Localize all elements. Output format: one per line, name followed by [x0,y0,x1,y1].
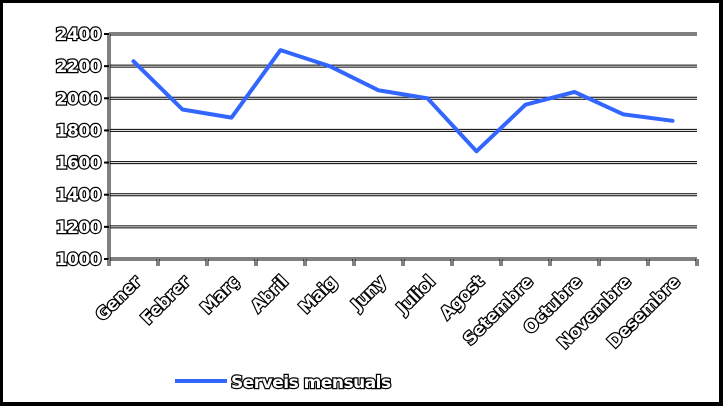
legend: Serveis mensuals [175,373,391,393]
legend-label-0: Serveis mensuals [231,373,391,393]
line-chart: 1000 1200 1400 1600 1800 2000 2200 2400 GenerFe… [3,3,723,409]
x-tick-label-3: Abril [248,272,292,316]
y-tick-label-2000: 2000 [56,89,102,109]
y-tick-label-1600: 1600 [56,154,102,174]
y-axis-tick-labels: 1000 1200 1400 1600 1800 2000 2200 2400 [56,25,102,270]
x-tick-label-2: Març [197,272,243,318]
gridlines [109,34,697,259]
x-tick-label-5: Juny [347,272,390,315]
y-tick-label-2200: 2200 [56,57,102,77]
x-tick-label-6: Juliol [393,272,439,318]
y-tick-label-2400: 2400 [56,25,102,45]
x-tick-label-4: Maig [296,272,342,318]
x-tick-label-0: Gener [92,272,146,326]
y-tick-label-1000: 1000 [56,250,102,270]
x-tick-label-1: Febrer [138,272,195,329]
y-tick-label-1400: 1400 [56,186,102,206]
y-tick-label-1800: 1800 [56,121,102,141]
axes [104,34,697,266]
y-tick-label-1200: 1200 [56,218,102,238]
